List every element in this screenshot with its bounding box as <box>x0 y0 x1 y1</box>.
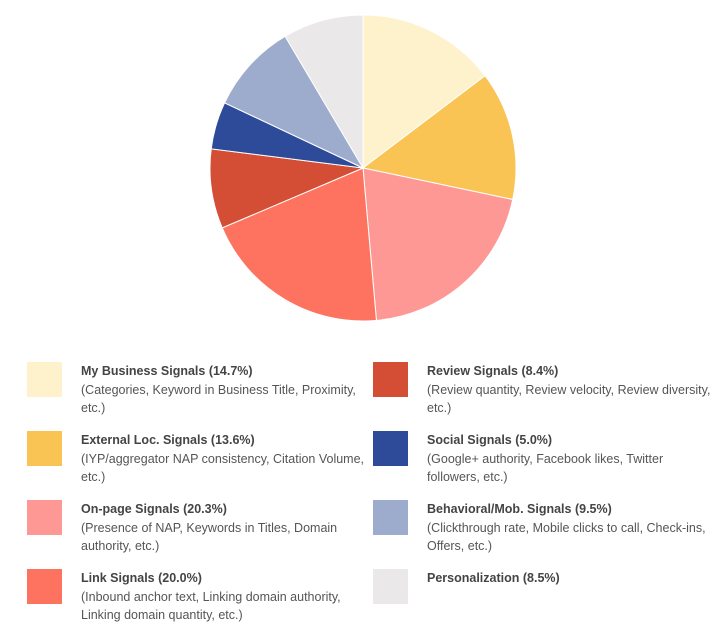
legend-text: Review Signals (8.4%) (Review quantity, R… <box>427 362 710 418</box>
legend-label: Social Signals (5.0%) <box>427 433 553 447</box>
pie-slice <box>362 14 486 170</box>
legend-description: (Clickthrough rate, Mobile clicks to cal… <box>427 520 706 554</box>
legend-label: Link Signals (20.0%) <box>81 571 202 585</box>
pie-slice <box>362 167 514 321</box>
legend-label: Review Signals (8.4%) <box>427 364 559 378</box>
legend-text: Link Signals (20.0%) (Inbound anchor text… <box>81 569 371 625</box>
legend-swatch <box>373 431 408 466</box>
legend-text: My Business Signals (14.7%) (Categories, … <box>81 362 371 418</box>
pie-slice <box>221 167 377 322</box>
legend-description: (Review quantity, Review velocity, Revie… <box>427 382 710 416</box>
legend-label: My Business Signals (14.7%) <box>81 364 253 378</box>
legend-swatch <box>373 569 408 604</box>
pie-chart <box>209 14 517 322</box>
legend-description: (Inbound anchor text, Linking domain aut… <box>81 589 341 623</box>
legend-description: (Presence of NAP, Keywords in Titles, Do… <box>81 520 338 554</box>
pie-slice <box>223 35 365 170</box>
legend-description: (Categories, Keyword in Business Title, … <box>81 382 356 416</box>
legend-swatch <box>373 362 408 397</box>
legend-text: External Loc. Signals (13.6%) (IYP/aggreg… <box>81 431 371 487</box>
legend-label: On-page Signals (20.3%) <box>81 502 227 516</box>
legend-swatch <box>373 500 408 535</box>
legend-description: (IYP/aggregator NAP consistency, Citatio… <box>81 451 365 485</box>
pie-slice <box>361 75 517 201</box>
legend-swatch <box>27 569 62 604</box>
legend-swatch <box>27 431 62 466</box>
legend-text: Social Signals (5.0%) (Google+ authority,… <box>427 431 710 487</box>
legend-label: External Loc. Signals (13.6%) <box>81 433 255 447</box>
legend-text: Personalization (8.5%) <box>427 569 710 588</box>
legend-swatch <box>27 500 62 535</box>
legend-text: Behavioral/Mob. Signals (9.5%) (Clickthro… <box>427 500 710 556</box>
legend-description: (Google+ authority, Facebook likes, Twit… <box>427 451 664 485</box>
legend-text: On-page Signals (20.3%) (Presence of NAP,… <box>81 500 371 556</box>
legend-label: Behavioral/Mob. Signals (9.5%) <box>427 502 612 516</box>
legend-label: Personalization (8.5%) <box>427 571 560 585</box>
legend-swatch <box>27 362 62 397</box>
pie-slice <box>284 14 364 170</box>
